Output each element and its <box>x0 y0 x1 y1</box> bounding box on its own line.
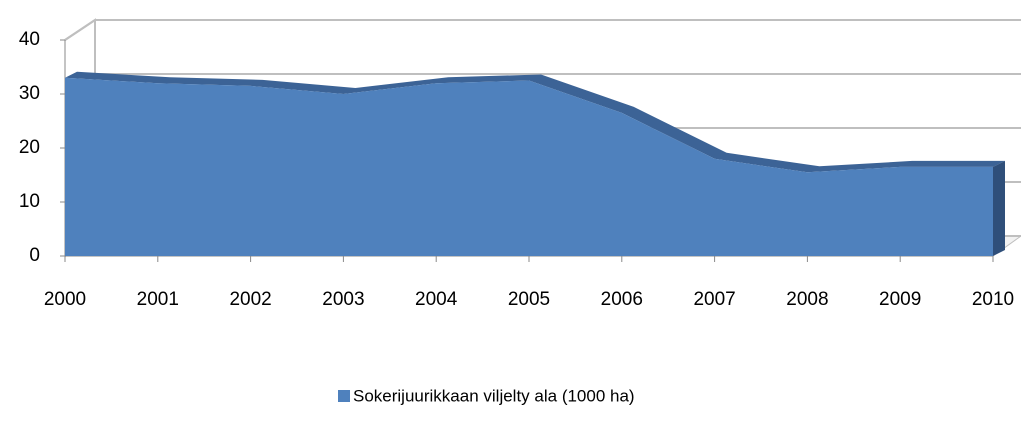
x-tick-label: 2002 <box>229 289 271 310</box>
x-tick-label: 2000 <box>44 289 86 310</box>
x-tick-label: 2003 <box>322 289 364 310</box>
y-tick-label: 10 <box>19 191 40 212</box>
y-tick-label: 30 <box>19 83 40 104</box>
x-tick-label: 2008 <box>786 289 828 310</box>
x-tick-label: 2010 <box>972 289 1014 310</box>
legend-swatch <box>338 390 350 402</box>
x-tick-label: 2006 <box>601 289 643 310</box>
area-top <box>65 71 1005 173</box>
grid-line <box>64 19 96 41</box>
y-tick-label: 0 <box>29 245 40 266</box>
x-tick-label: 2004 <box>415 289 458 310</box>
y-tick-label: 20 <box>19 137 40 158</box>
x-tick-label: 2001 <box>137 289 179 310</box>
x-tick-label: 2005 <box>508 289 550 310</box>
area <box>65 77 993 256</box>
y-tick-label: 40 <box>19 29 40 50</box>
area-end <box>993 160 1005 256</box>
x-tick-label: 2007 <box>693 289 735 310</box>
x-tick-label: 2009 <box>879 289 921 310</box>
legend-text: Sokerijuurikkaan viljelty ala (1000 ha) <box>353 386 635 405</box>
